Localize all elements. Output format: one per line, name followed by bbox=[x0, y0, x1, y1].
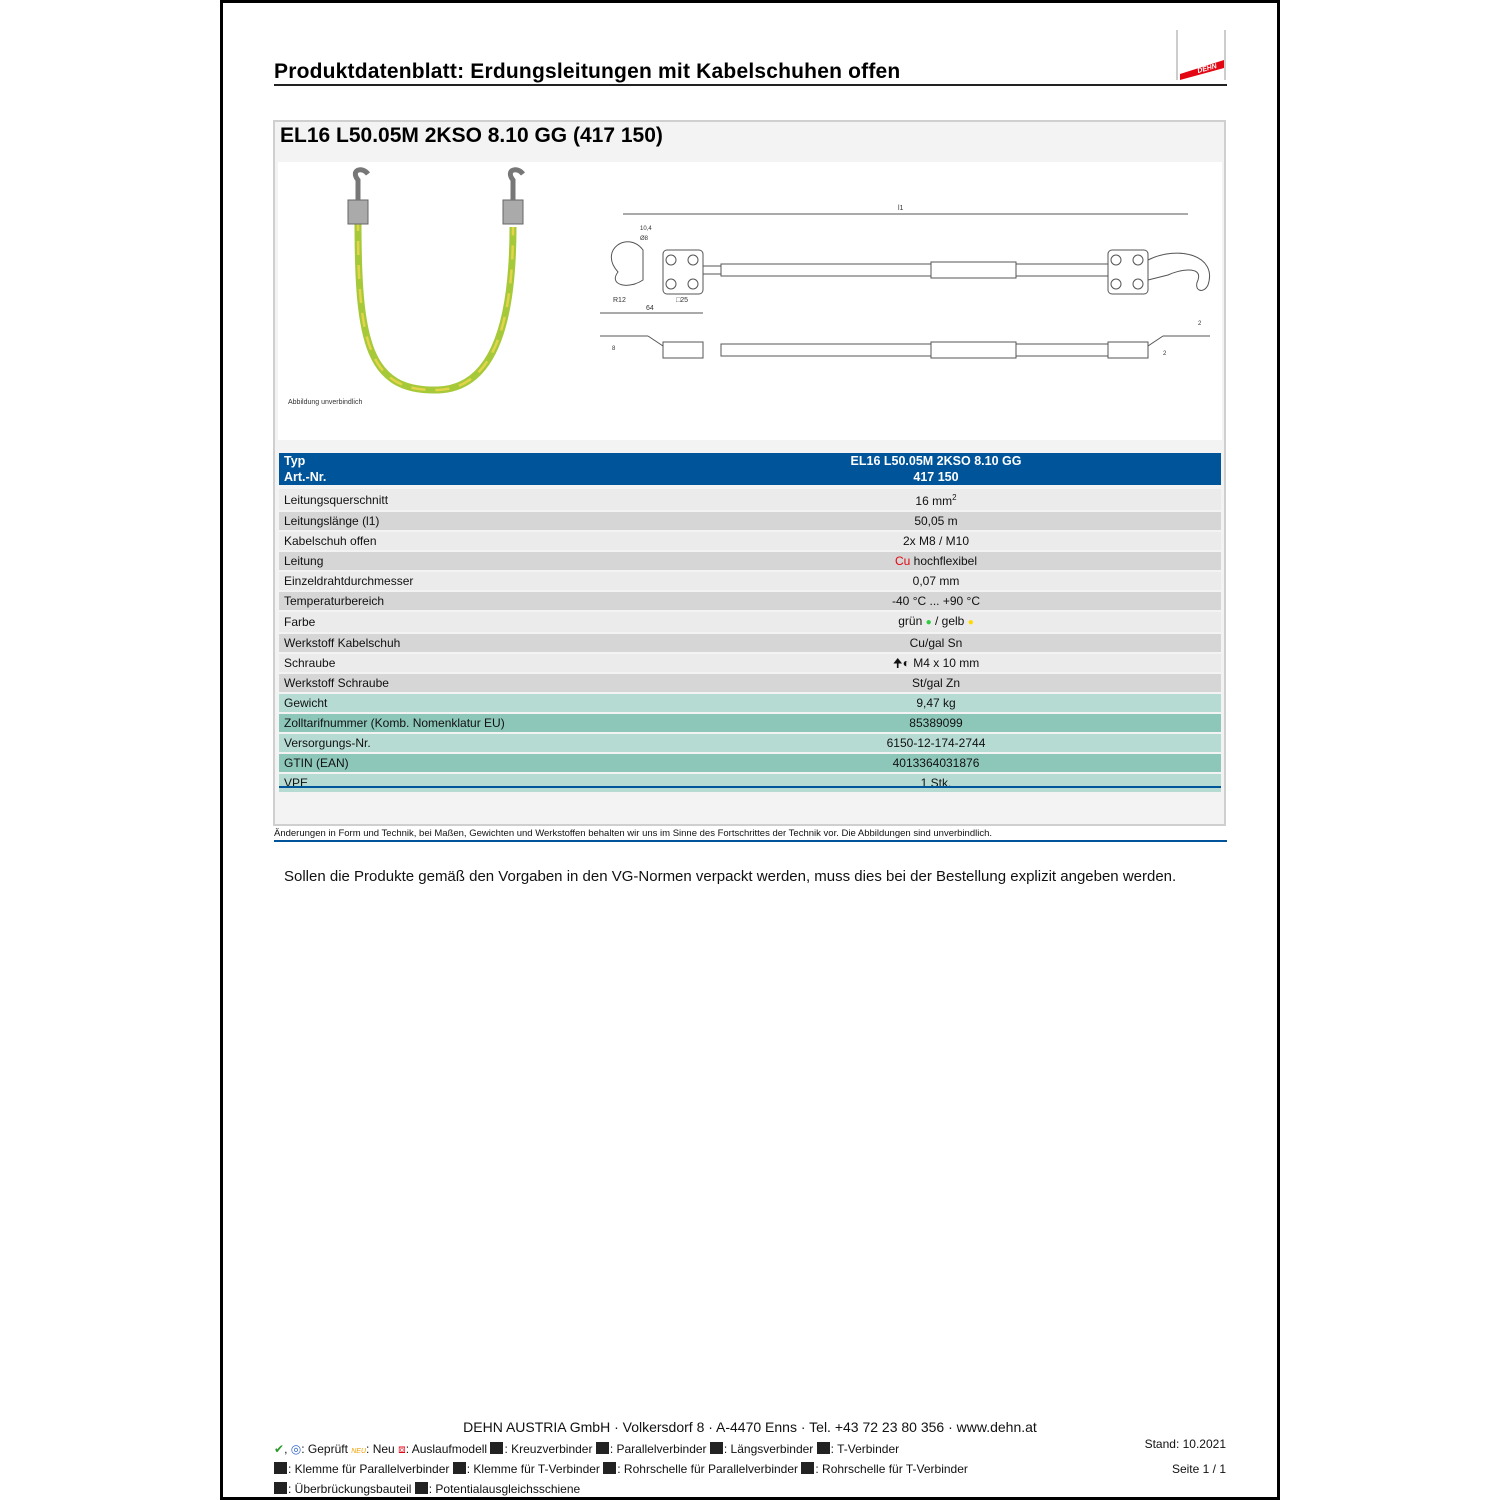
yellow-dot-icon: ● bbox=[967, 617, 974, 628]
t-clamp-icon bbox=[452, 1462, 466, 1474]
parallel-connector-icon bbox=[595, 1442, 609, 1454]
svg-text:Ø8: Ø8 bbox=[640, 236, 649, 242]
svg-text:DEHN: DEHN bbox=[1197, 63, 1219, 75]
svg-text:64: 64 bbox=[646, 305, 654, 312]
table-row: Farbe grün ● / gelb ● bbox=[279, 612, 1221, 632]
product-photo bbox=[347, 167, 525, 394]
table-row: VPE 1 Stk. bbox=[279, 774, 1221, 792]
page-number: Seite 1 / 1 bbox=[1171, 1462, 1226, 1476]
pipe-clamp-parallel-icon bbox=[603, 1462, 617, 1474]
technical-drawing: l1 10,4 Ø8 R12 □25 64 8 2 bbox=[600, 205, 1211, 359]
discontinued-icon: ⧈ bbox=[398, 1442, 406, 1456]
table-row: Kabelschuh offen 2x M8 / M10 bbox=[279, 532, 1221, 550]
slotted-screw-icon: ◐ bbox=[902, 656, 910, 670]
table-row: Werkstoff Kabelschuh Cu/gal Sn bbox=[279, 634, 1221, 652]
product-image-area: l1 10,4 Ø8 R12 □25 64 8 2 bbox=[278, 162, 1222, 440]
equipotential-bar-icon bbox=[414, 1482, 428, 1494]
table-row: Temperaturbereich -40 °C ... +90 °C bbox=[279, 592, 1221, 610]
page-frame bbox=[220, 0, 1280, 1500]
table-row: Werkstoff Schraube St/gal Zn bbox=[279, 674, 1221, 692]
stand-date: Stand: 10.2021 bbox=[1144, 1437, 1226, 1451]
green-dot-icon: ● bbox=[925, 617, 932, 628]
packaging-note: Sollen die Produkte gemäß den Vorgaben i… bbox=[284, 868, 1177, 885]
table-row: Zolltarifnummer (Komb. Nomenklatur EU) 85… bbox=[279, 714, 1221, 732]
pipe-clamp-t-icon bbox=[801, 1462, 815, 1474]
dehn-logo: DEHN bbox=[1176, 30, 1226, 80]
check-icon: ✔ bbox=[274, 1442, 285, 1456]
title-rule bbox=[274, 84, 1227, 86]
table-row: Versorgungs-Nr. 6150-12-174-2744 bbox=[279, 734, 1221, 752]
legend-line-3: : Überbrückungsbauteil : Potentialausgle… bbox=[274, 1482, 580, 1496]
disclaimer: Änderungen in Form und Technik, bei Maße… bbox=[274, 828, 993, 839]
legend-line-1: ✔, ◎: Geprüft NEU: Neu ⧈: Auslaufmodell … bbox=[274, 1442, 900, 1456]
new-badge-icon: NEU bbox=[351, 1448, 367, 1455]
svg-text:2: 2 bbox=[1163, 351, 1167, 357]
page-title: Produktdatenblatt: Erdungsleitungen mit … bbox=[274, 60, 901, 83]
bridging-component-icon bbox=[274, 1482, 287, 1494]
tested-seal-icon: ◎ bbox=[290, 1442, 302, 1456]
table-row: Leitungsquerschnitt 16 mm2 bbox=[279, 489, 1221, 510]
screw-head-icon: 🠉 bbox=[892, 656, 903, 670]
table-row: Schraube 🠉◐ M4 x 10 mm bbox=[279, 654, 1221, 672]
footer-address: DEHN AUSTRIA GmbH · Volkersdorf 8 · A-44… bbox=[463, 1419, 1037, 1435]
longitudinal-connector-icon bbox=[709, 1442, 723, 1454]
parallel-clamp-icon bbox=[274, 1462, 287, 1474]
t-connector-icon bbox=[816, 1442, 830, 1454]
table-header-row: Art.-Nr. 417 150 bbox=[279, 469, 1221, 485]
table-bottom-rule bbox=[279, 786, 1221, 788]
svg-text:10,4: 10,4 bbox=[640, 226, 652, 232]
svg-text:□25: □25 bbox=[676, 297, 688, 304]
table-header-row: Typ EL16 L50.05M 2KSO 8.10 GG bbox=[279, 453, 1221, 469]
disclaimer-rule bbox=[274, 840, 1227, 842]
spec-table-artnr: Art.-Nr. 417 150 bbox=[279, 469, 1221, 485]
product-title: EL16 L50.05M 2KSO 8.10 GG (417 150) bbox=[280, 124, 663, 147]
table-row: GTIN (EAN) 4013364031876 bbox=[279, 754, 1221, 772]
spec-table-body: Leitungsquerschnitt 16 mm2 Leitungslänge … bbox=[279, 487, 1221, 794]
legend-line-2: : Klemme für Parallelverbinder : Klemme … bbox=[274, 1462, 968, 1476]
svg-text:2: 2 bbox=[1198, 321, 1202, 327]
spec-table: Typ EL16 L50.05M 2KSO 8.10 GG bbox=[279, 451, 1221, 471]
svg-text:8: 8 bbox=[612, 346, 616, 352]
table-row: Einzeldrahtdurchmesser 0,07 mm bbox=[279, 572, 1221, 590]
image-caption: Abbildung unverbindlich bbox=[288, 399, 363, 406]
cross-connector-icon bbox=[490, 1442, 504, 1454]
svg-text:l1: l1 bbox=[898, 205, 904, 212]
table-row: Gewicht 9,47 kg bbox=[279, 694, 1221, 712]
table-row: Leitung Cu hochflexibel bbox=[279, 552, 1221, 570]
svg-text:R12: R12 bbox=[613, 297, 626, 304]
table-row: Leitungslänge (l1) 50,05 m bbox=[279, 512, 1221, 530]
